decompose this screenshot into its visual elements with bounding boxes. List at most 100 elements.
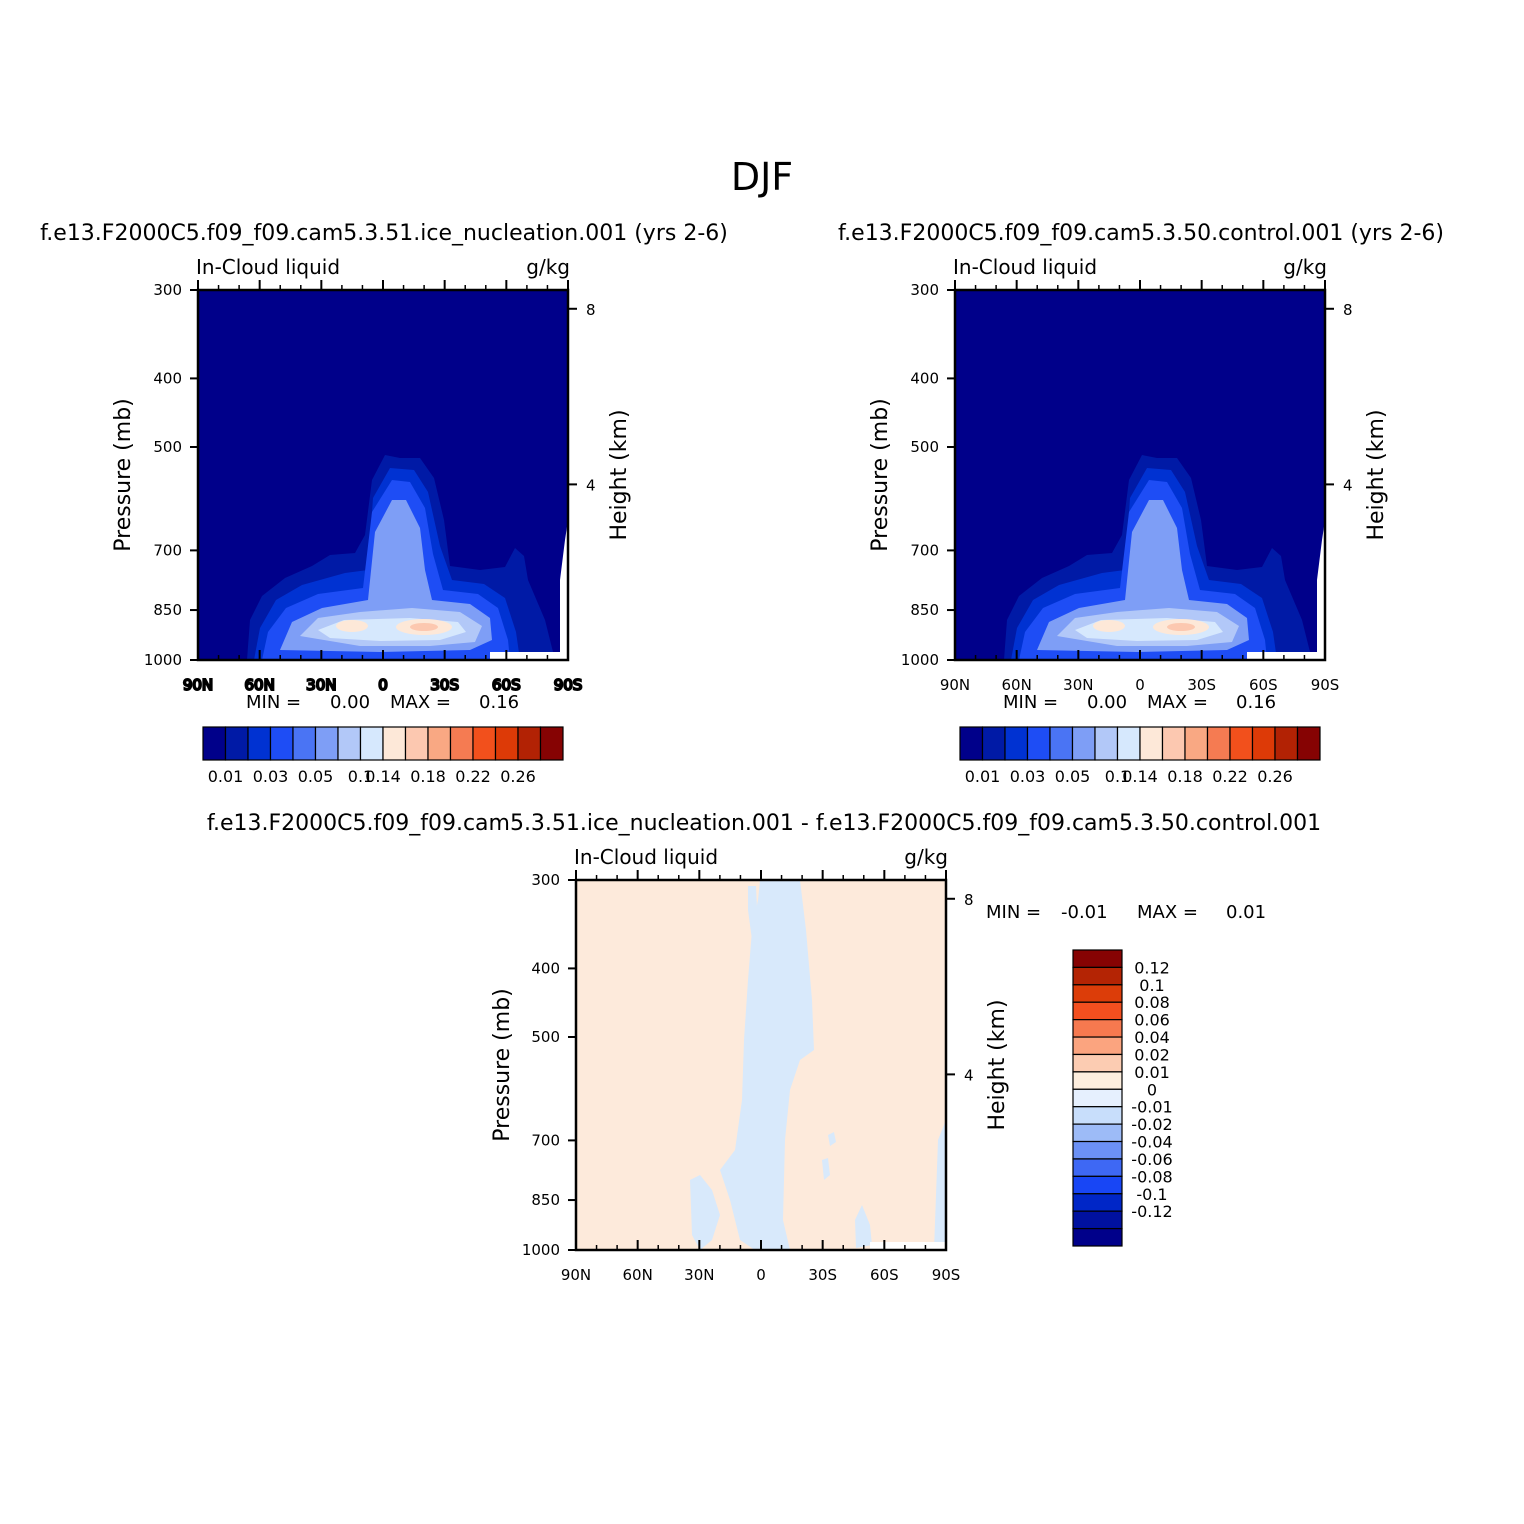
min-label: MIN = [986, 902, 1041, 923]
colorbar-box [1274, 726, 1299, 761]
y-axis-label: Pressure (mb) [490, 988, 515, 1142]
x-tick-label: 30S [1187, 676, 1216, 694]
missing-data-region [1247, 652, 1325, 660]
colorbar-label: 0.05 [1055, 767, 1091, 786]
negative-region-low-west [690, 1175, 720, 1250]
colorbar-box [247, 726, 272, 761]
panel-title: f.e13.F2000C5.f09_f09.cam5.3.50.control.… [838, 221, 1444, 246]
y-tick-label: 500 [153, 438, 182, 456]
y-axis: 300 400 500 700 850 1000 8 4 [901, 281, 1353, 669]
panel-ice-nucleation: f.e13.F2000C5.f09_f09.cam5.3.51.ice_nucl… [40, 221, 728, 786]
y-tick-label: 500 [531, 1028, 560, 1046]
panel-difference: f.e13.F2000C5.f09_f09.cam5.3.51.ice_nucl… [207, 811, 1321, 1284]
colorbar-box [404, 726, 429, 761]
x-tick-label: 90S [554, 676, 583, 694]
x-tick-label: 60N [623, 1266, 653, 1284]
x-tick-label: 0 [756, 1266, 766, 1284]
contour-level-0.18-west [1093, 620, 1125, 632]
x-tick-label: 30N [684, 1266, 714, 1284]
y2-tick-label: 8 [964, 891, 974, 909]
colorbar-box [494, 726, 519, 761]
colorbar: 0.01 0.03 0.05 0.10.14 0.18 0.22 0.26 [959, 726, 1321, 786]
y2-tick-label: 4 [586, 476, 596, 494]
negative-region-spot [828, 1132, 836, 1146]
x-tick-label: 90N [561, 1266, 591, 1284]
colorbar-box [427, 726, 452, 761]
x-tick-label: 0 [378, 676, 388, 694]
colorbar-label: 0.05 [298, 767, 334, 786]
max-value: 0.16 [479, 692, 519, 713]
x-tick-label: 90N [940, 676, 970, 694]
variable-label: In-Cloud liquid [574, 845, 718, 869]
x-tick-label: 60S [1249, 676, 1278, 694]
colorbar-label: 0.03 [1010, 767, 1046, 786]
y2-axis-label: Height (km) [1364, 409, 1389, 540]
colorbar-box [472, 726, 497, 761]
x-tick-label: 60N [245, 676, 275, 694]
colorbar-box [959, 726, 984, 761]
colorbar-box [1072, 1071, 1123, 1090]
missing-data-region-east [560, 290, 568, 660]
colorbar-box [1072, 1158, 1123, 1177]
colorbar-label: 0.06 [1134, 1011, 1170, 1030]
colorbar-label: 0.01 [965, 767, 1001, 786]
colorbar-label: 0.01 [1134, 1063, 1170, 1082]
colorbar-box [292, 726, 317, 761]
colorbar-box [1161, 726, 1186, 761]
contour-field [576, 880, 946, 1250]
y-axis-label: Pressure (mb) [111, 398, 136, 552]
units-label: g/kg [1283, 255, 1327, 279]
figure-title: DJF [731, 155, 793, 199]
y-tick-label: 1000 [144, 651, 182, 669]
y2-tick-label: 4 [1343, 476, 1353, 494]
colorbar-label: 0.1 [1139, 976, 1164, 995]
missing-data-region-east [1317, 290, 1325, 660]
y-tick-label: 400 [531, 959, 560, 977]
colorbar-box [1072, 1001, 1123, 1021]
max-value: 0.16 [1236, 692, 1276, 713]
units-label: g/kg [904, 845, 948, 869]
negative-region-edge-east [934, 1120, 946, 1250]
colorbar-box [1072, 966, 1123, 986]
y2-tick-label: 4 [964, 1066, 974, 1084]
y-tick-label: 1000 [522, 1241, 560, 1259]
colorbar-label: 0.22 [1212, 767, 1248, 786]
colorbar-label: 0.12 [1134, 958, 1170, 977]
y-tick-label: 500 [910, 438, 939, 456]
max-label: MAX = [1147, 692, 1208, 713]
colorbar-label: 0.18 [1167, 767, 1203, 786]
colorbar-box [1072, 984, 1123, 1003]
colorbar-label: 0.22 [455, 767, 491, 786]
colorbar-box [1026, 726, 1051, 761]
colorbar-label: 0.26 [1257, 767, 1293, 786]
min-value: 0.00 [1087, 692, 1127, 713]
colorbar-box [539, 726, 564, 761]
contour-level-0.22-east [410, 623, 438, 631]
colorbar-box [1072, 1036, 1123, 1056]
y-axis-label: Pressure (mb) [868, 398, 893, 552]
y-tick-label: 400 [910, 369, 939, 387]
colorbar-box [1072, 1193, 1123, 1212]
colorbar-label: -0.04 [1131, 1133, 1172, 1152]
colorbar-box [981, 726, 1006, 761]
colorbar-box [269, 726, 294, 761]
y2-axis-label: Height (km) [607, 409, 632, 540]
contour-field [198, 290, 568, 660]
colorbar-label: 0.14 [1122, 767, 1158, 786]
min-value: -0.01 [1061, 902, 1108, 923]
y-tick-label: 700 [910, 541, 939, 559]
colorbar-label: 0.14 [365, 767, 401, 786]
y-tick-label: 850 [910, 601, 939, 619]
colorbar-box [382, 726, 407, 761]
contour-field [955, 290, 1325, 660]
colorbar-box [1072, 1106, 1123, 1125]
x-axis: 90N 60N 30N 0 30S 60S 90S [182, 280, 583, 695]
y2-tick-label: 8 [1343, 301, 1353, 319]
x-tick-label: 30N [306, 676, 336, 694]
colorbar-box [449, 726, 474, 761]
variable-label: In-Cloud liquid [953, 255, 1097, 279]
colorbar-box [359, 726, 384, 761]
y-tick-label: 700 [531, 1131, 560, 1149]
colorbar-box [1116, 726, 1141, 761]
